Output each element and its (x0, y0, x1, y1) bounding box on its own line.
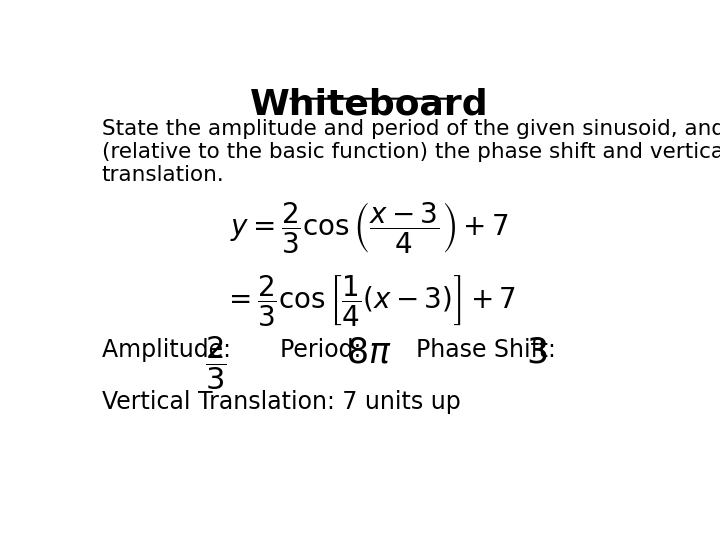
Text: $= \dfrac{2}{3}\cos\left[\dfrac{1}{4}(x-3)\right]+7$: $= \dfrac{2}{3}\cos\left[\dfrac{1}{4}(x-… (222, 273, 516, 328)
Text: Vertical Translation: 7 units up: Vertical Translation: 7 units up (102, 390, 460, 414)
Text: State the amplitude and period of the given sinusoid, and
(relative to the basic: State the amplitude and period of the gi… (102, 119, 720, 185)
Text: Period:: Period: (280, 338, 369, 362)
Text: $8\pi$: $8\pi$ (346, 336, 391, 370)
Text: $\dfrac{2}{3}$: $\dfrac{2}{3}$ (204, 334, 226, 392)
Text: $y = \dfrac{2}{3}\cos\left(\dfrac{x-3}{4}\right)+7$: $y = \dfrac{2}{3}\cos\left(\dfrac{x-3}{4… (230, 200, 508, 254)
Text: Phase Shift:: Phase Shift: (415, 338, 563, 362)
Text: $3$: $3$ (526, 336, 547, 370)
Text: Whiteboard: Whiteboard (250, 88, 488, 122)
Text: Amplitude:: Amplitude: (102, 338, 238, 362)
